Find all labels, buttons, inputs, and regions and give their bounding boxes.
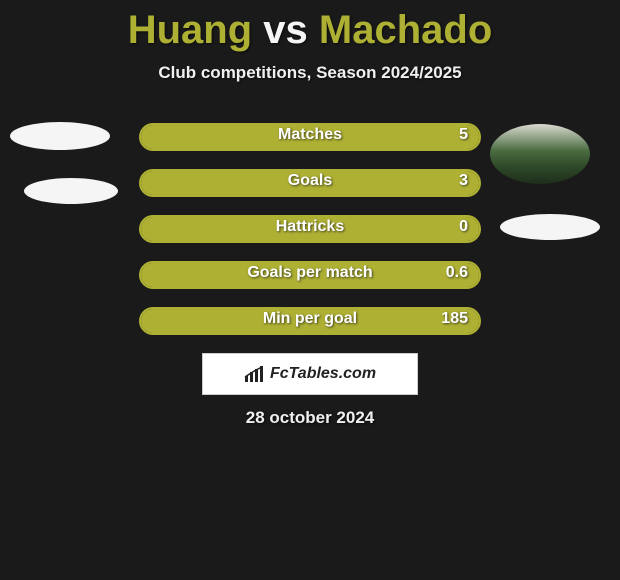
stat-label: Goals per match [139,264,481,282]
subtitle: Club competitions, Season 2024/2025 [0,63,620,83]
vs-text: vs [263,8,308,52]
player2-name: Machado [319,8,492,52]
stat-row: Goals per match 0.6 [0,261,620,307]
comparison-title: Huang vs Machado [0,0,620,53]
stat-row: Hattricks 0 [0,215,620,261]
stat-right-value: 185 [441,310,468,328]
chart-bars-icon [244,365,266,383]
stat-right-value: 3 [459,172,468,190]
stat-label: Goals [139,172,481,190]
date-text: 28 october 2024 [0,408,620,428]
stat-row: Goals 3 [0,169,620,215]
badge-text: FcTables.com [270,365,376,383]
stat-row: Min per goal 185 [0,307,620,353]
fctables-badge[interactable]: FcTables.com [202,353,418,395]
stat-right-value: 0 [459,218,468,236]
stat-label: Min per goal [139,310,481,328]
stat-row: Matches 5 [0,123,620,169]
stat-right-value: 0.6 [446,264,468,282]
player1-name: Huang [128,8,252,52]
stat-right-value: 5 [459,126,468,144]
stat-label: Hattricks [139,218,481,236]
stat-label: Matches [139,126,481,144]
stats-rows: Matches 5 Goals 3 Hattricks 0 Goals per … [0,123,620,353]
